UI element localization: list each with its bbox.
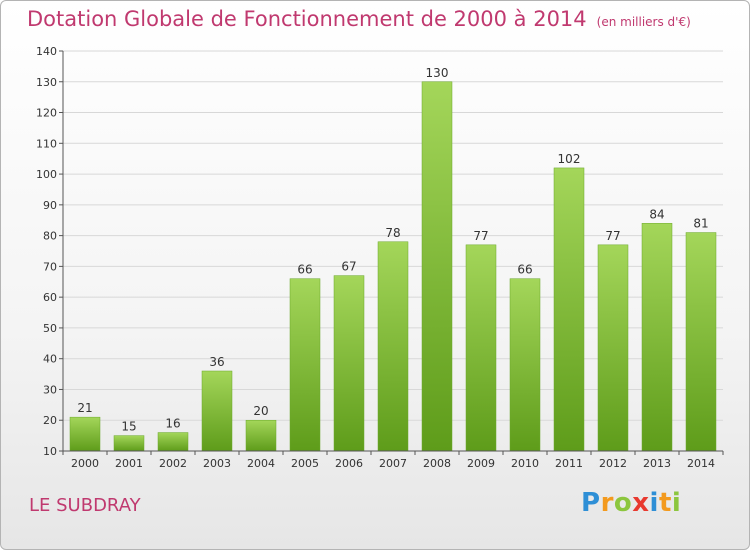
y-tick-label: 60 [43,291,57,304]
bar-2000 [69,416,101,452]
y-tick-label: 30 [43,383,57,396]
bar-2002 [157,432,189,452]
y-tick-label: 70 [43,260,57,273]
x-tick-label-2001: 2001 [115,457,143,470]
proxiti-logo: Proxiti [581,488,681,518]
bar-2009 [465,244,497,452]
x-tick-label-2014: 2014 [687,457,715,470]
commune-name: LE SUBDRAY [29,495,141,516]
value-label-2014: 81 [693,217,708,231]
logo-letter: r [600,488,614,518]
chart-title: Dotation Globale de Fonctionnement de 20… [27,7,691,31]
axes: 10 20 30 40 50 60 70 80 90 100 110 120 130 140 2000 200… [36,45,724,470]
value-label-2010: 66 [517,263,532,277]
logo-letter: P [581,488,601,518]
x-tick-label-2000: 2000 [71,457,99,470]
logo-letter: i [671,488,682,518]
value-label-2001: 15 [121,420,136,434]
logo-letter: o [613,488,633,518]
unit-note: (en milliers d'€) [596,15,691,29]
bar-2005 [289,278,321,452]
y-tick-label: 90 [43,199,57,212]
bars: 21 15 16 36 20 66 67 78 130 77 66 102 77 84 81 [69,66,717,452]
x-tick-label-2012: 2012 [599,457,627,470]
logo-letter: x [632,488,650,518]
y-tick-label: 130 [36,76,57,89]
value-label-2008: 130 [426,66,449,80]
bar-2003 [201,370,233,452]
y-tick-label: 110 [36,137,57,150]
y-tick-label: 10 [43,445,57,458]
bar-2008 [421,81,453,452]
bar-2012 [597,244,629,452]
x-tick-label-2002: 2002 [159,457,187,470]
x-tick-label-2009: 2009 [467,457,495,470]
bar-2010 [509,278,541,452]
y-tick-label: 100 [36,168,57,181]
chart-title-text: Dotation Globale de Fonctionnement de 20… [27,7,587,31]
value-label-2005: 66 [297,263,312,277]
bar-2014 [685,232,717,452]
logo-letter: i [649,488,659,518]
bar-2004 [245,419,277,452]
value-label-2003: 36 [209,355,224,369]
value-label-2013: 84 [649,207,664,221]
value-label-2009: 77 [473,229,488,243]
x-tick-label-2005: 2005 [291,457,319,470]
value-label-2000: 21 [77,401,92,415]
y-tick-label: 80 [43,230,57,243]
value-label-2007: 78 [385,226,400,240]
value-label-2002: 16 [165,417,180,431]
x-tick-label-2006: 2006 [335,457,363,470]
bar-2001 [113,435,145,452]
x-tick-label-2004: 2004 [247,457,275,470]
x-tick-label-2011: 2011 [555,457,583,470]
bar-2011 [553,167,585,452]
value-label-2006: 67 [341,260,356,274]
y-tick-label: 140 [36,45,57,58]
y-tick-label: 40 [43,353,57,366]
x-tick-label-2003: 2003 [203,457,231,470]
x-tick-label-2007: 2007 [379,457,407,470]
bar-2013 [641,223,673,452]
x-tick-label-2010: 2010 [511,457,539,470]
x-tick-label-2008: 2008 [423,457,451,470]
y-tick-label: 120 [36,107,57,120]
bar-2006 [333,275,365,452]
value-label-2011: 102 [558,152,581,166]
y-tick-label: 50 [43,322,57,335]
value-label-2004: 20 [253,404,268,418]
value-label-2012: 77 [605,229,620,243]
logo-letter: t [658,488,672,518]
x-tick-label-2013: 2013 [643,457,671,470]
y-tick-label: 20 [43,414,57,427]
bar-2007 [377,241,409,452]
